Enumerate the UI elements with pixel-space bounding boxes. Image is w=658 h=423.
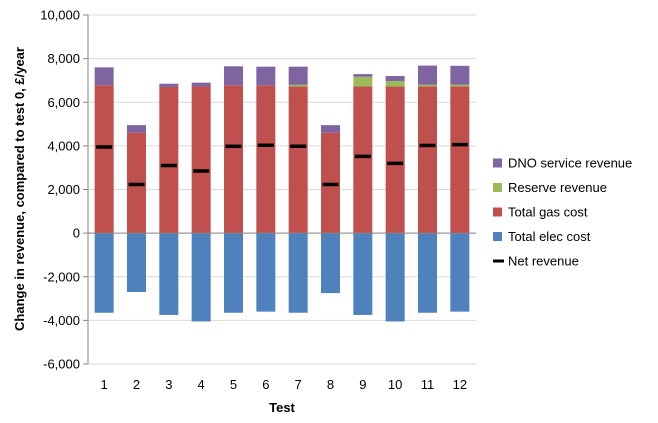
legend-swatch [493,158,502,168]
bar-segment-dno-service-revenue [385,76,405,82]
x-tick-label: 6 [262,377,269,392]
bar-segment-dno-service-revenue [418,65,437,85]
bar-segment-dno-service-revenue [224,66,243,86]
bar-segment-dno-service-revenue [94,67,114,86]
bar-segment-total-gas-cost [224,85,243,234]
x-tick-label: 2 [133,377,140,392]
bar-segment-total-gas-cost [256,85,276,234]
y-tick-label: 8,000 [47,51,80,66]
bar-segment-total-gas-cost [191,86,211,234]
y-tick-label: -2,000 [43,269,80,284]
legend-swatch [493,232,502,241]
x-tick-labels: 1 2 3 4 5 6 7 8 9 10 11 12 [101,377,468,392]
bar-segment-total-gas-cost [385,86,405,234]
y-tick-label: 10,000 [40,8,80,23]
bar-segment-total-elec-cost [127,233,146,293]
bar-segment-dno-service-revenue [191,82,211,87]
x-tick-label: 9 [359,377,366,392]
bar-segment-total-gas-cost [353,86,373,234]
x-tick-label: 12 [453,377,467,392]
bar-segment-dno-service-revenue [450,65,470,85]
bar-segment-total-elec-cost [224,233,243,313]
x-tick-label: 11 [421,377,435,392]
x-tick-label: 1 [101,377,108,392]
y-tick-label: -4,000 [43,313,80,328]
y-tick-labels: -6,000 -4,000 -2,000 0 2,000 4,000 6,000 8,000 1… [40,8,80,372]
legend-label: Net revenue [508,254,579,269]
bar-segment-total-gas-cost [159,86,179,234]
y-tick-label: 2,000 [47,182,80,197]
legend-swatch [493,207,502,217]
legend-label: Total gas cost [508,205,588,220]
bar-segment-total-elec-cost [94,233,114,313]
legend-label: Total elec cost [508,229,591,244]
bar-segment-total-gas-cost [288,86,308,234]
legend-label: Reserve revenue [508,180,607,195]
legend-swatch [493,183,502,192]
y-axis-title: Change in revenue, compared to test 0, £… [12,47,27,331]
y-tick-label: 6,000 [47,95,80,110]
bar-segment-total-elec-cost [321,233,340,294]
bar-segment-total-elec-cost [450,233,470,312]
bar-segment-total-elec-cost [191,233,211,322]
net-revenue-markers [96,142,468,187]
bar-segment-dno-service-revenue [159,83,179,87]
bar-segment-dno-service-revenue [256,66,276,86]
gridlines [88,14,476,365]
bar-segment-dno-service-revenue [127,125,146,133]
bar-segment-total-elec-cost [288,233,308,313]
bar-segment-reserve-revenue [353,76,373,87]
bar-segment-total-elec-cost [353,233,373,315]
y-tick-label: 0 [73,226,80,241]
legend: DNO service revenue Reserve revenue Total … [493,156,632,269]
bar-segment-total-elec-cost [385,233,405,322]
bars [94,65,470,322]
legend-label: DNO service revenue [508,156,632,171]
bar-segment-total-gas-cost [94,85,114,234]
x-tick-label: 4 [198,377,205,392]
bar-segment-total-elec-cost [159,233,179,315]
bar-segment-reserve-revenue [418,84,437,87]
bar-segment-dno-service-revenue [321,125,340,133]
x-axis-title: Test [269,400,295,415]
bar-segment-total-gas-cost [450,86,470,234]
y-tick-label: -6,000 [43,357,80,372]
bar-segment-reserve-revenue [385,81,405,87]
axes [83,14,476,365]
x-tick-label: 10 [388,377,402,392]
bar-segment-reserve-revenue [288,84,308,87]
x-tick-label: 3 [165,377,172,392]
bar-segment-total-elec-cost [256,233,276,312]
bar-segment-total-elec-cost [418,233,437,313]
x-tick-label: 8 [327,377,334,392]
bar-segment-reserve-revenue [450,84,470,87]
x-tick-label: 7 [295,377,302,392]
bar-segment-dno-service-revenue [353,74,373,77]
y-tick-label: 4,000 [47,138,80,153]
bar-segment-dno-service-revenue [288,66,308,85]
bar-segment-total-gas-cost [418,86,437,234]
x-tick-label: 5 [230,377,237,392]
